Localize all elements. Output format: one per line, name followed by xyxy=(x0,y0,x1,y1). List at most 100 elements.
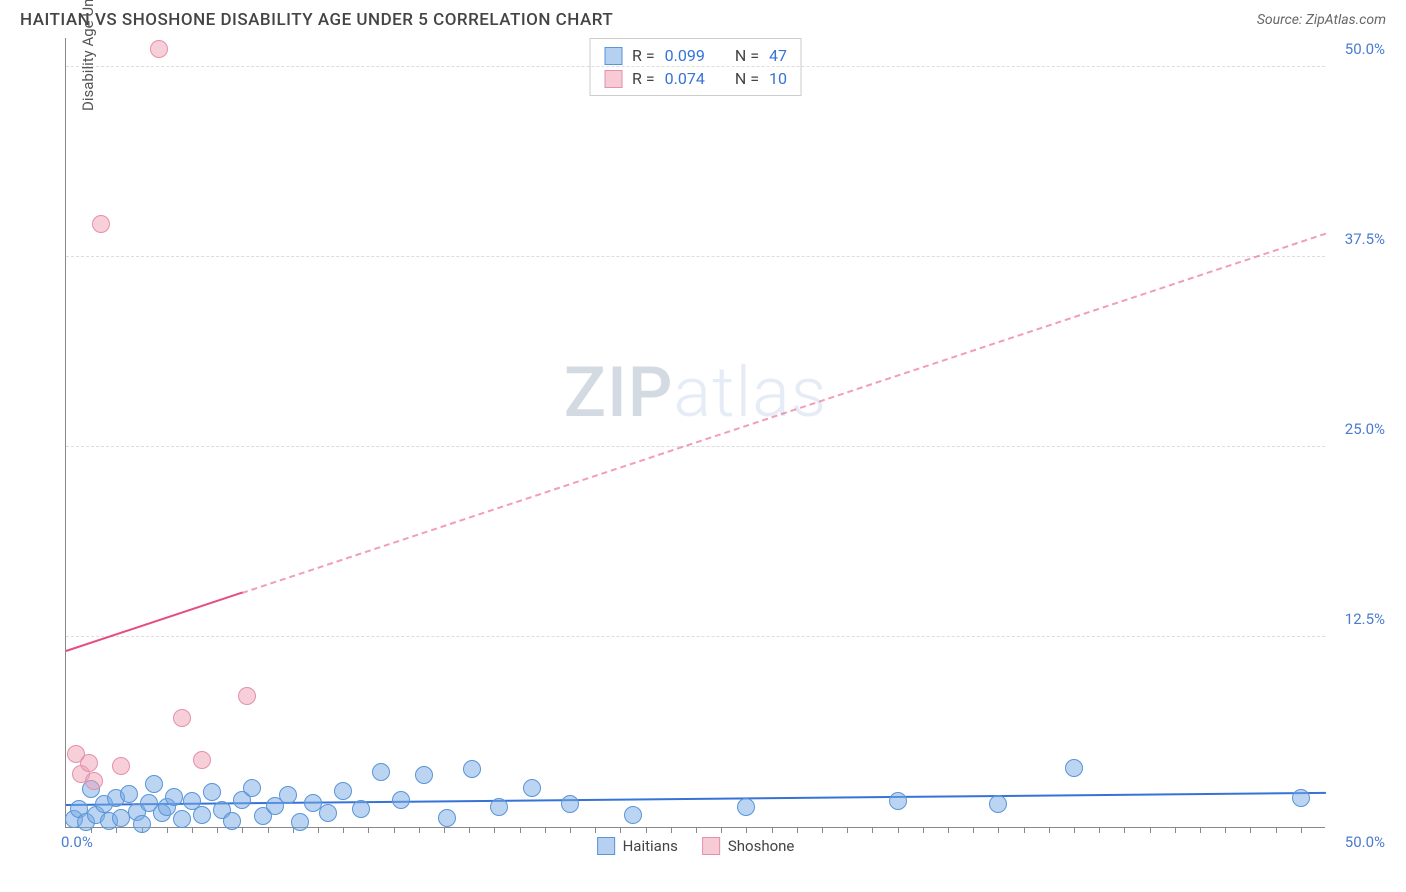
x-tick xyxy=(444,827,445,833)
x-tick xyxy=(167,827,168,833)
x-tick xyxy=(217,827,218,833)
x-tick xyxy=(343,827,344,833)
x-tick xyxy=(545,827,546,833)
legend-label: Haitians xyxy=(623,837,678,855)
x-axis-max-label: 50.0% xyxy=(1345,833,1385,851)
data-point xyxy=(92,215,110,233)
data-point xyxy=(392,791,410,809)
x-tick xyxy=(948,827,949,833)
n-value: 47 xyxy=(769,46,787,65)
x-tick xyxy=(1124,827,1125,833)
data-point xyxy=(243,779,261,797)
n-value: 10 xyxy=(769,69,787,88)
n-label: N = xyxy=(735,46,759,65)
r-value: 0.074 xyxy=(665,69,705,88)
data-point xyxy=(238,687,256,705)
r-label: R = xyxy=(632,69,655,88)
legend-swatch xyxy=(597,837,615,855)
x-tick xyxy=(1200,827,1201,833)
x-tick xyxy=(822,827,823,833)
x-tick xyxy=(772,827,773,833)
legend-series: Haitians Shoshone xyxy=(597,837,795,855)
r-value: 0.099 xyxy=(665,46,705,65)
data-point xyxy=(624,806,642,824)
x-tick xyxy=(570,827,571,833)
data-point xyxy=(80,754,98,772)
x-tick xyxy=(671,827,672,833)
x-tick xyxy=(872,827,873,833)
x-tick xyxy=(721,827,722,833)
data-point xyxy=(334,782,352,800)
data-point xyxy=(150,40,168,58)
trendline xyxy=(242,233,1326,594)
data-point xyxy=(737,798,755,816)
x-tick xyxy=(1150,827,1151,833)
legend-swatch xyxy=(604,70,622,88)
data-point xyxy=(319,804,337,822)
data-point xyxy=(889,792,907,810)
watermark-part2: atlas xyxy=(673,352,827,434)
data-point xyxy=(291,813,309,831)
data-point xyxy=(165,788,183,806)
chart-title: HAITIAN VS SHOSHONE DISABILITY AGE UNDER… xyxy=(20,10,613,30)
x-tick xyxy=(847,827,848,833)
data-point xyxy=(203,783,221,801)
y-tick-label: 25.0% xyxy=(1345,420,1385,438)
x-tick xyxy=(1225,827,1226,833)
x-axis-min-label: 0.0% xyxy=(61,833,93,851)
gridline xyxy=(66,256,1325,257)
legend-swatch xyxy=(702,837,720,855)
gridline xyxy=(66,66,1325,67)
data-point xyxy=(490,798,508,816)
x-tick xyxy=(1099,827,1100,833)
x-tick xyxy=(1175,827,1176,833)
data-point xyxy=(85,772,103,790)
x-tick xyxy=(1301,827,1302,833)
x-tick xyxy=(520,827,521,833)
n-label: N = xyxy=(735,69,759,88)
data-point xyxy=(279,786,297,804)
data-point xyxy=(173,810,191,828)
legend-item: Haitians xyxy=(597,837,678,855)
data-point xyxy=(523,779,541,797)
x-tick xyxy=(998,827,999,833)
x-tick xyxy=(192,827,193,833)
legend-label: Shoshone xyxy=(728,837,795,855)
y-tick-label: 50.0% xyxy=(1345,40,1385,58)
plot-area: ZIPatlas R =0.099N =47R =0.074N =10 Hait… xyxy=(65,38,1325,828)
y-tick-label: 37.5% xyxy=(1345,230,1385,248)
data-point xyxy=(561,795,579,813)
data-point xyxy=(133,815,151,833)
x-tick xyxy=(620,827,621,833)
data-point xyxy=(145,775,163,793)
x-tick xyxy=(797,827,798,833)
legend-item: Shoshone xyxy=(702,837,795,855)
x-tick xyxy=(696,827,697,833)
x-tick xyxy=(595,827,596,833)
data-point xyxy=(463,760,481,778)
x-tick xyxy=(1276,827,1277,833)
legend-swatch xyxy=(604,47,622,65)
x-tick xyxy=(1024,827,1025,833)
x-tick xyxy=(746,827,747,833)
x-tick xyxy=(1049,827,1050,833)
data-point xyxy=(193,751,211,769)
data-point xyxy=(112,757,130,775)
data-point xyxy=(438,809,456,827)
watermark: ZIPatlas xyxy=(564,352,828,434)
data-point xyxy=(1065,759,1083,777)
data-point xyxy=(415,766,433,784)
x-tick xyxy=(1250,827,1251,833)
x-tick xyxy=(898,827,899,833)
data-point xyxy=(173,709,191,727)
data-point xyxy=(120,785,138,803)
x-tick xyxy=(268,827,269,833)
header: HAITIAN VS SHOSHONE DISABILITY AGE UNDER… xyxy=(0,0,1406,38)
data-point xyxy=(989,795,1007,813)
x-tick xyxy=(394,827,395,833)
source-attribution: Source: ZipAtlas.com xyxy=(1257,12,1386,28)
x-tick xyxy=(923,827,924,833)
x-tick xyxy=(318,827,319,833)
data-point xyxy=(223,812,241,830)
x-tick xyxy=(646,827,647,833)
